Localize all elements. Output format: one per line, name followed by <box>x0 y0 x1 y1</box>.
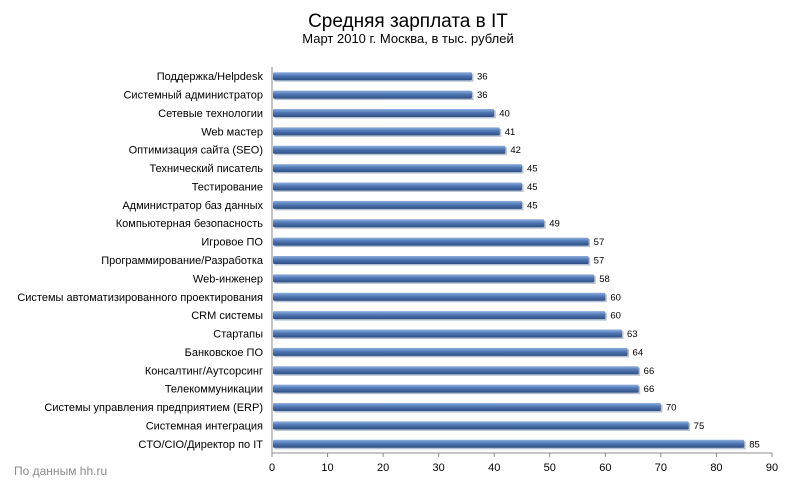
x-tick-label: 90 <box>766 462 778 474</box>
x-tick-label: 70 <box>655 462 667 474</box>
bar <box>273 366 639 375</box>
bar <box>273 145 506 154</box>
category-label: Тестирование <box>192 181 263 193</box>
data-label: 42 <box>510 145 521 156</box>
category-label: Web-инженер <box>193 273 263 285</box>
category-label: Оптимизация сайта (SEO) <box>129 145 263 157</box>
x-tick-label: 50 <box>544 462 556 474</box>
bar <box>273 237 589 246</box>
data-label: 36 <box>477 72 488 83</box>
data-label: 57 <box>594 256 605 267</box>
x-tick-label: 0 <box>269 462 275 474</box>
category-label: Банковское ПО <box>185 347 264 359</box>
data-label: 85 <box>749 439 760 450</box>
category-label: Web мастер <box>201 126 263 138</box>
data-label: 36 <box>477 90 488 101</box>
data-label: 66 <box>644 384 655 395</box>
bar <box>273 182 522 191</box>
bar <box>273 403 661 412</box>
category-label: Технический писатель <box>150 163 264 175</box>
data-label: 57 <box>594 237 605 248</box>
x-tick-label: 40 <box>488 462 500 474</box>
category-label: Системы автоматизированного проектирован… <box>17 292 263 304</box>
bar <box>273 292 606 301</box>
chart-subtitle: Март 2010 г. Москва, в тыс. рублей <box>302 31 513 46</box>
category-labels: Поддержка/Helpdesk Системный администрато… <box>17 71 264 451</box>
bar <box>273 200 522 209</box>
bar <box>273 164 522 173</box>
category-label: Системный администратор <box>123 90 263 102</box>
bar <box>273 421 689 430</box>
data-label: 60 <box>610 292 621 303</box>
category-label: Телекоммуникации <box>165 384 263 396</box>
category-label: Консалтинг/Аутсорсинг <box>145 365 263 377</box>
data-label: 75 <box>694 421 705 432</box>
x-tick-label: 60 <box>599 462 611 474</box>
data-label: 64 <box>633 347 644 358</box>
x-axis-ticks: 0 10 20 30 40 50 60 70 80 90 <box>269 453 778 474</box>
bar <box>273 347 628 356</box>
category-label: Администратор баз данных <box>122 200 263 212</box>
data-label: 70 <box>666 403 677 414</box>
x-tick-label: 80 <box>710 462 722 474</box>
bar <box>273 311 606 320</box>
bar <box>273 72 472 81</box>
bar <box>273 256 589 264</box>
bars-layer <box>273 72 746 450</box>
data-label: 66 <box>644 366 655 377</box>
data-label: 49 <box>549 219 560 230</box>
data-labels: 3636404142454545495757586060636466667075… <box>477 72 760 451</box>
x-tick-label: 10 <box>321 462 333 474</box>
data-label: 63 <box>627 329 638 340</box>
bar <box>273 108 495 117</box>
category-label: Игровое ПО <box>201 237 263 249</box>
category-label: Системы управления предприятием (ERP) <box>44 402 263 414</box>
data-label: 58 <box>599 274 610 285</box>
chart-title: Средняя зарплата в IT <box>308 11 508 32</box>
bar <box>273 329 622 338</box>
data-label: 45 <box>527 200 538 211</box>
data-label: 60 <box>610 311 621 322</box>
bar <box>273 384 639 393</box>
source-note: По данным hh.ru <box>14 464 107 478</box>
x-tick-label: 30 <box>433 462 445 474</box>
axes <box>271 67 772 454</box>
bar <box>273 439 745 448</box>
category-label: Системная интеграция <box>146 420 263 432</box>
category-label: CRM системы <box>191 310 263 322</box>
data-label: 41 <box>505 127 516 138</box>
data-label: 40 <box>499 108 510 119</box>
category-label: Сетевые технологии <box>158 108 263 120</box>
bar <box>273 274 595 283</box>
category-label: Программирование/Разработка <box>101 255 264 267</box>
data-label: 45 <box>527 182 538 193</box>
x-tick-label: 20 <box>377 462 389 474</box>
bar <box>273 127 500 136</box>
category-label: Компьютерная безопасность <box>116 218 264 230</box>
bar <box>273 219 545 228</box>
category-label: Стартапы <box>213 329 263 341</box>
category-label: CTO/CIO/Директор по IT <box>138 439 263 451</box>
bar <box>273 90 472 99</box>
data-label: 45 <box>527 164 538 175</box>
category-label: Поддержка/Helpdesk <box>157 71 264 83</box>
